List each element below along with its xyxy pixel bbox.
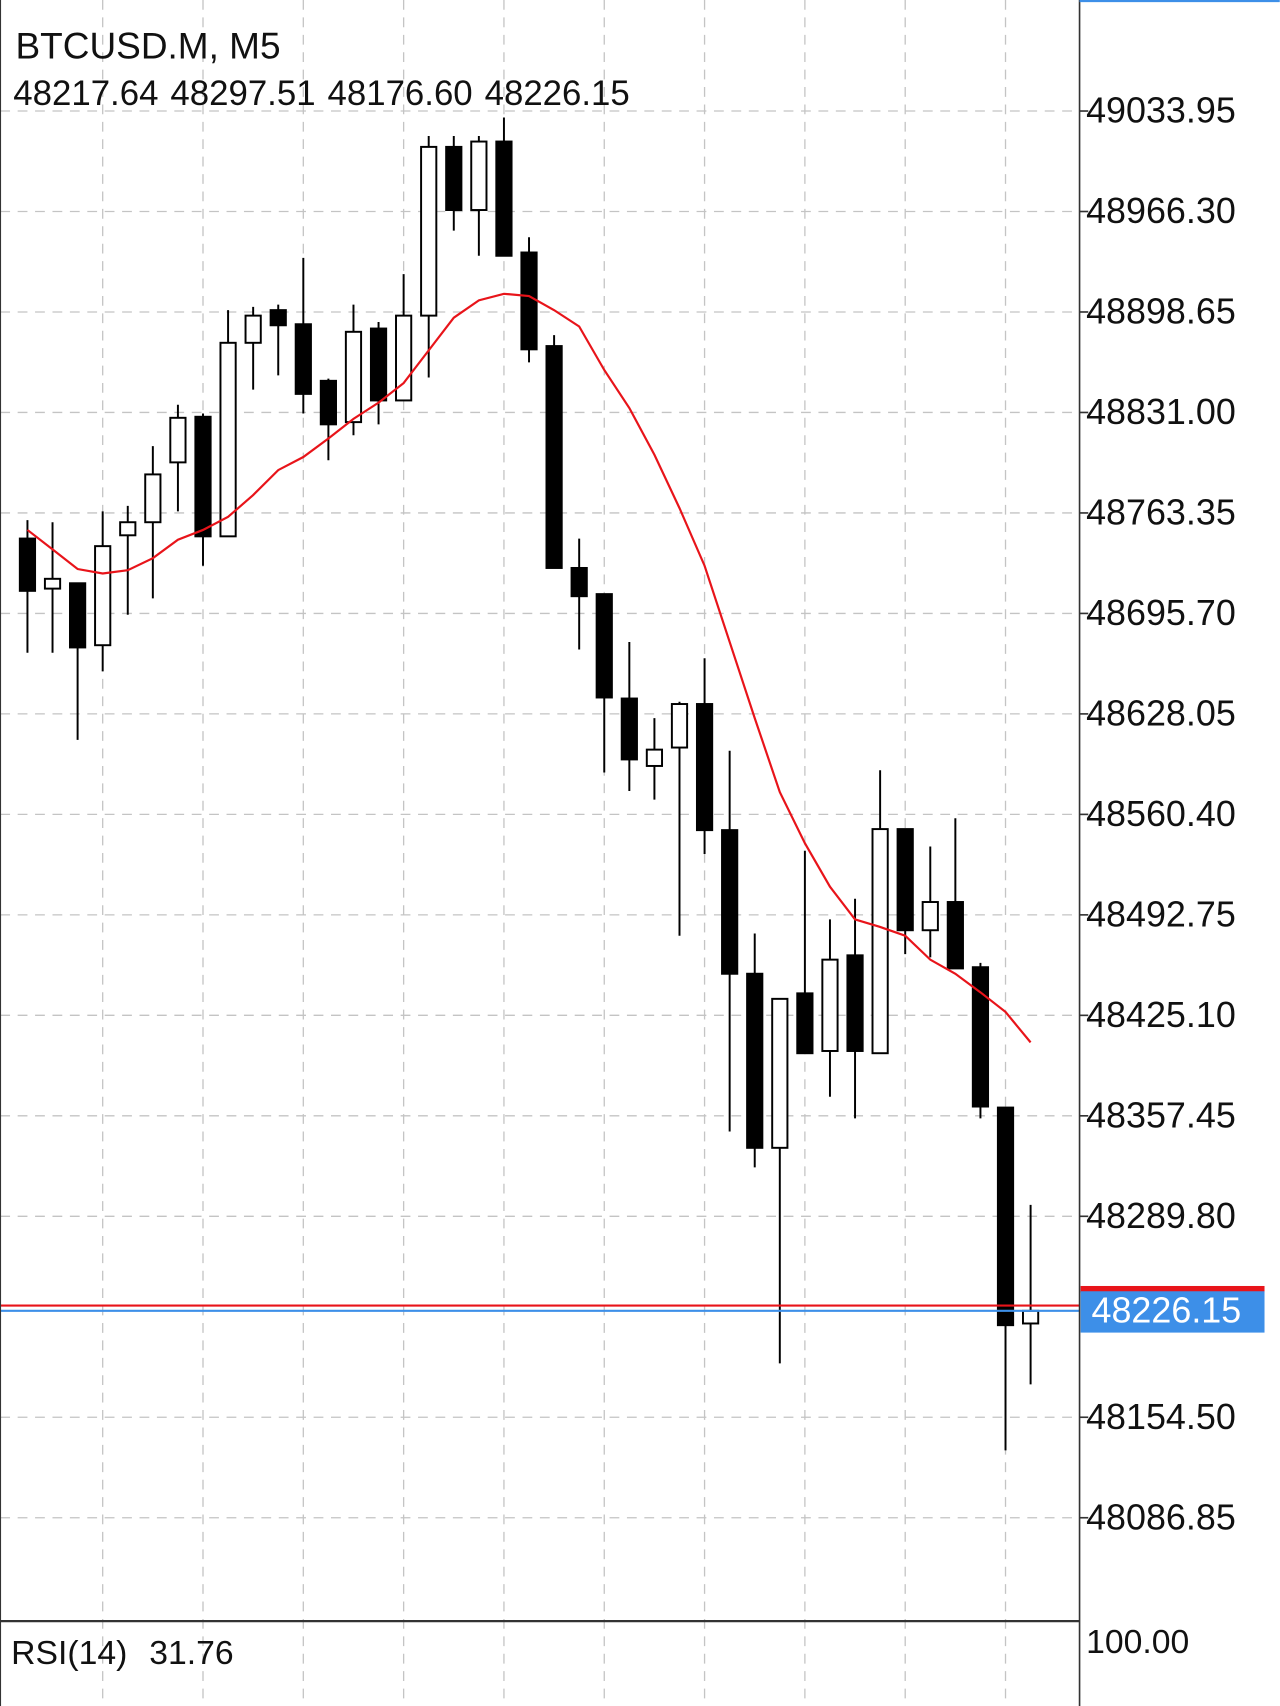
candle-body: [43, 577, 62, 590]
candle-body: [495, 140, 513, 257]
candle-body: [796, 992, 814, 1055]
candle-body: [18, 537, 37, 592]
candle-body: [771, 997, 789, 1149]
candle-body: [319, 379, 337, 426]
y-tick-label: 48560.40: [1086, 794, 1236, 834]
price-axis: 49033.95 48966.30 48898.65 48831.00 48763.35…: [1079, 91, 1265, 1537]
candle-body: [846, 954, 864, 1052]
y-tick-label: 48898.65: [1086, 292, 1236, 332]
ohlc-value: 48176.60: [328, 74, 473, 113]
y-tick-label: 48086.85: [1086, 1497, 1236, 1537]
y-tick-label: 48425.10: [1086, 995, 1236, 1035]
y-tick-label: 48628.05: [1086, 694, 1236, 734]
candle-body: [1022, 1309, 1040, 1325]
candle-body: [595, 593, 613, 699]
candle-body: [420, 145, 438, 317]
candle-body: [996, 1106, 1015, 1327]
current-price-label: 48226.15: [1092, 1290, 1242, 1330]
chart-title: BTCUSD.M, M5: [15, 26, 280, 67]
candle-body: [620, 697, 638, 761]
candle-body: [670, 703, 689, 749]
candle-body: [194, 415, 212, 538]
candle-body: [896, 828, 914, 932]
candle-body: [344, 330, 363, 424]
candle-body: [971, 966, 990, 1108]
ohlc-value: 48297.51: [170, 74, 315, 113]
candle-body: [169, 416, 187, 464]
ohlc-value: 48226.15: [485, 74, 630, 113]
candle-body: [821, 958, 839, 1052]
candle-body: [871, 828, 889, 1055]
candle-body: [470, 140, 488, 211]
candle-body: [144, 473, 162, 524]
candle-body: [520, 251, 538, 351]
candle-body: [219, 341, 237, 538]
candle-body: [119, 521, 137, 537]
y-tick-label: 48695.70: [1086, 593, 1236, 633]
y-tick-label: 49033.95: [1086, 91, 1236, 131]
candle-body: [746, 972, 764, 1149]
rsi-label: RSI(14): [11, 1634, 127, 1672]
ohlc-value: 48217.64: [13, 74, 158, 113]
candle-body: [445, 145, 463, 211]
candle-body: [269, 309, 287, 327]
moving-average-line: [26, 292, 1032, 1044]
ask-marker: [1080, 1285, 1265, 1293]
y-tick-label: 48357.45: [1086, 1095, 1236, 1135]
y-tick-label: 48289.80: [1086, 1196, 1236, 1236]
y-tick-label: 48154.50: [1086, 1397, 1236, 1437]
candle-body: [294, 323, 312, 395]
candle-body: [69, 582, 87, 649]
candle-body: [946, 901, 964, 970]
candle-body: [645, 748, 664, 767]
candle-body: [570, 566, 588, 598]
candle-body: [94, 545, 112, 647]
candle-body: [695, 703, 714, 832]
y-tick-label: 48831.00: [1086, 392, 1236, 432]
y-tick-label: 48966.30: [1086, 191, 1236, 231]
price-label-box: [1080, 1291, 1265, 1333]
rsi-value: 31.76: [149, 1634, 233, 1672]
rsi-tick-label: 100.00: [1086, 1623, 1189, 1661]
y-tick-label: 48763.35: [1086, 493, 1236, 533]
candle-body: [721, 829, 739, 975]
plot: [0, 117, 1080, 1451]
candle-body: [244, 314, 262, 344]
candle-body: [369, 327, 388, 402]
y-tick-label: 48492.75: [1086, 895, 1236, 935]
candle-body: [921, 901, 939, 932]
candle-body: [545, 345, 563, 569]
ohlc-header: 48217.64 48297.51 48176.60 48226.15: [13, 74, 629, 113]
